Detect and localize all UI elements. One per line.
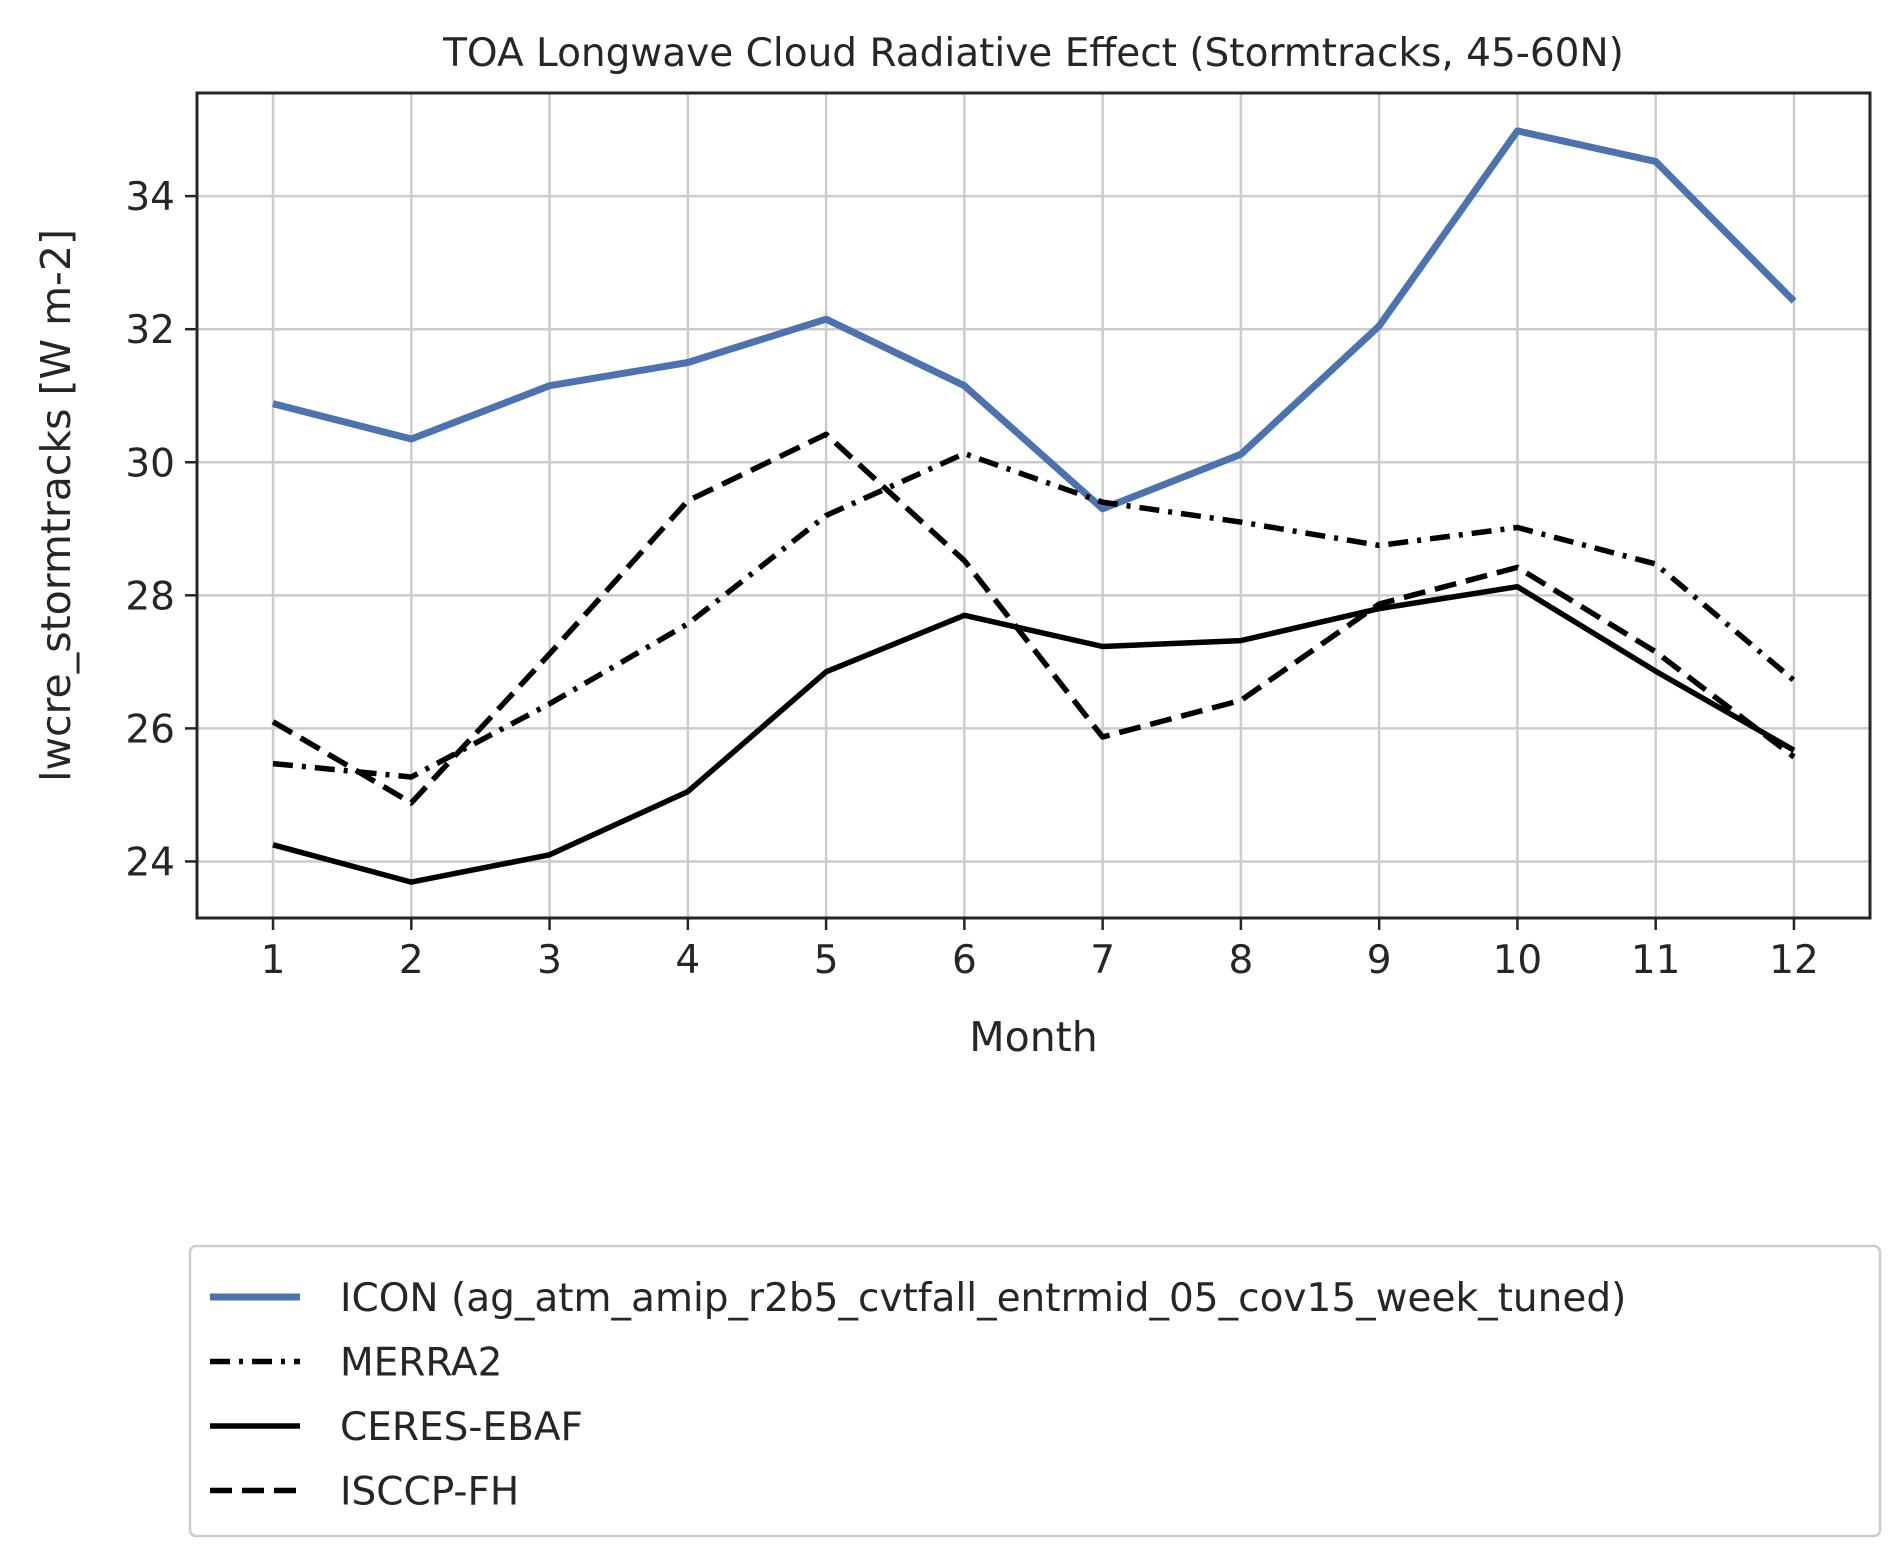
x-tick-label: 8 bbox=[1228, 938, 1253, 983]
y-tick-label: 28 bbox=[125, 574, 175, 619]
x-tick-label: 12 bbox=[1769, 938, 1819, 983]
legend-label: MERRA2 bbox=[340, 1341, 502, 1386]
y-tick-label: 30 bbox=[125, 441, 175, 486]
plot-frame bbox=[195, 91, 1872, 920]
x-tick-label: 10 bbox=[1493, 938, 1543, 983]
x-tick-label: 9 bbox=[1367, 938, 1392, 983]
legend-label: CERES-EBAF bbox=[340, 1405, 583, 1450]
legend-item: ICON (ag_atm_amip_r2b5_cvtfall_entrmid_0… bbox=[210, 1276, 1626, 1321]
series-line-1 bbox=[272, 127, 1797, 513]
legend-item: CERES-EBAF bbox=[210, 1405, 583, 1450]
x-tick-label: 5 bbox=[814, 938, 839, 983]
legend-item: ISCCP-FH bbox=[210, 1470, 519, 1515]
series-line-4 bbox=[271, 431, 1796, 806]
x-tick-label: 1 bbox=[261, 938, 286, 983]
x-tick-label: 7 bbox=[1090, 938, 1115, 983]
y-tick-label: 34 bbox=[125, 175, 175, 220]
legend-label: ICON (ag_atm_amip_r2b5_cvtfall_entrmid_0… bbox=[340, 1276, 1626, 1321]
chart-title: TOA Longwave Cloud Radiative Effect (Sto… bbox=[442, 31, 1624, 76]
legend-item: MERRA2 bbox=[210, 1341, 502, 1386]
x-tick-label: 2 bbox=[399, 938, 424, 983]
series-line-3 bbox=[272, 583, 1796, 885]
x-tick-label: 6 bbox=[952, 938, 977, 983]
x-tick-label: 4 bbox=[675, 938, 700, 983]
y-axis-label: lwcre_stormtracks [W m-2] bbox=[32, 229, 80, 782]
x-axis-label: Month bbox=[969, 1013, 1098, 1061]
x-tick-label: 3 bbox=[537, 938, 562, 983]
series-line-2 bbox=[272, 450, 1796, 780]
legend-box bbox=[188, 1244, 1882, 1538]
x-tick-label: 11 bbox=[1631, 938, 1681, 983]
y-tick-label: 32 bbox=[125, 308, 175, 353]
legend-label: ISCCP-FH bbox=[340, 1470, 519, 1515]
grid bbox=[197, 93, 1870, 918]
legend: ICON (ag_atm_amip_r2b5_cvtfall_entrmid_0… bbox=[188, 1244, 1882, 1538]
y-tick-label: 26 bbox=[125, 707, 175, 752]
plot-series bbox=[271, 127, 1797, 885]
y-tick-label: 24 bbox=[125, 840, 175, 885]
